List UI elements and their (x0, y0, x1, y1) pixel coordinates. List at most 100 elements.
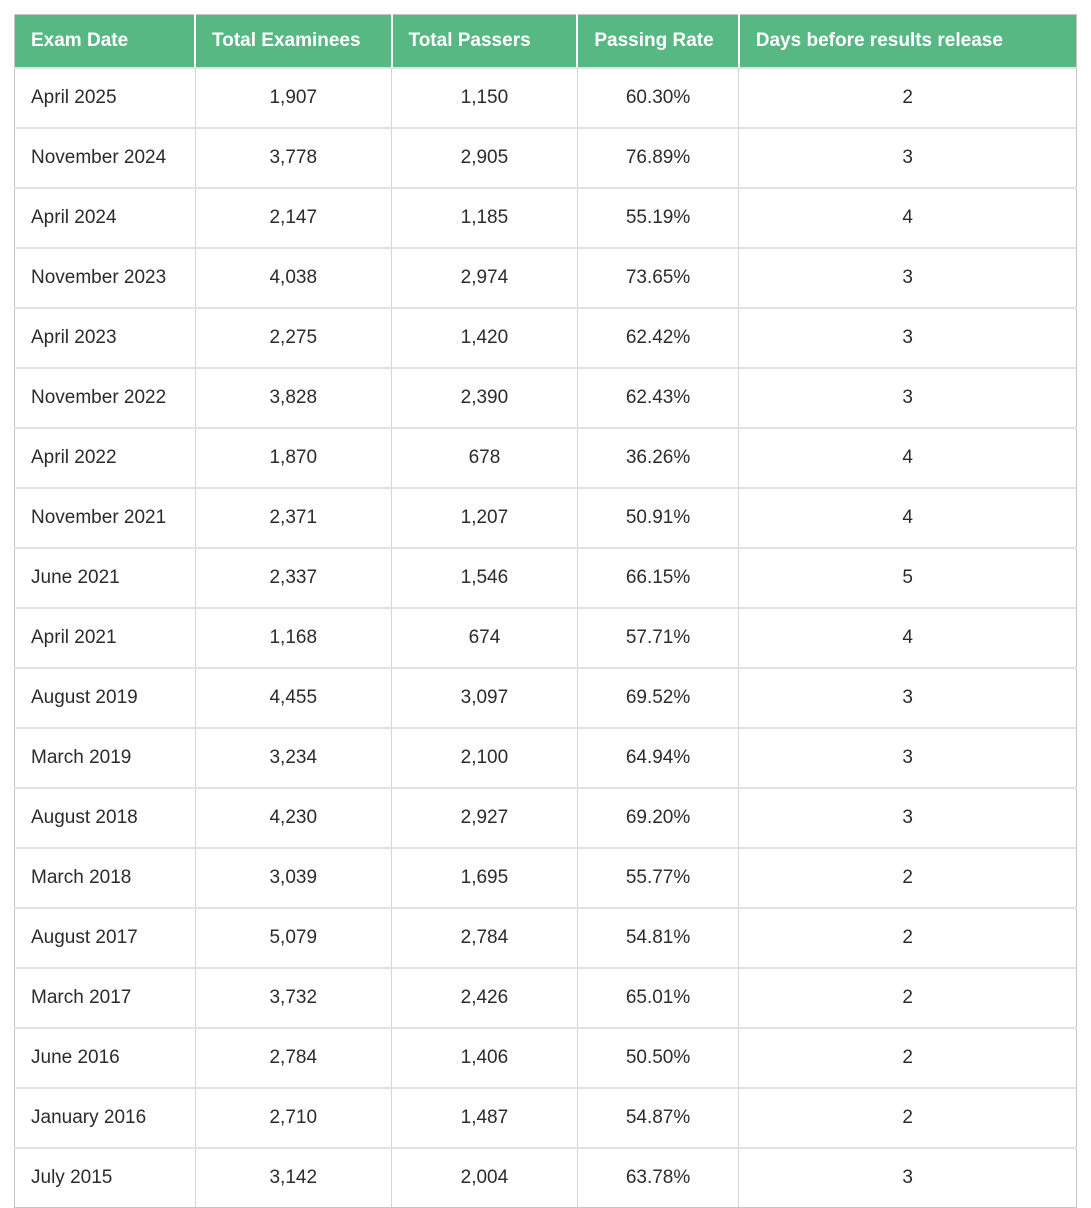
cell-days-before-results-release: 3 (738, 128, 1077, 189)
cell-days-before-results-release: 3 (738, 788, 1077, 849)
cell-exam-date: June 2016 (14, 1028, 196, 1089)
cell-days-before-results-release: 3 (738, 668, 1077, 729)
cell-passing-rate: 55.19% (576, 188, 739, 249)
cell-total-passers: 2,004 (391, 1148, 578, 1208)
table-row: March 2019 3,234 2,100 64.94% 3 (14, 728, 1077, 789)
cell-passing-rate: 62.42% (576, 308, 739, 369)
cell-total-passers: 3,097 (391, 668, 578, 729)
cell-passing-rate: 36.26% (576, 428, 739, 489)
cell-passing-rate: 69.20% (576, 788, 739, 849)
cell-exam-date: August 2018 (14, 788, 196, 849)
cell-passing-rate: 54.81% (576, 908, 739, 969)
cell-total-passers: 2,390 (391, 368, 578, 429)
table-row: November 2022 3,828 2,390 62.43% 3 (14, 368, 1077, 429)
cell-total-examinees: 3,234 (194, 728, 392, 789)
cell-exam-date: April 2023 (14, 308, 196, 369)
table-row: April 2023 2,275 1,420 62.42% 3 (14, 308, 1077, 369)
cell-exam-date: March 2017 (14, 968, 196, 1029)
cell-days-before-results-release: 2 (738, 1088, 1077, 1149)
column-header-passing-rate: Passing Rate (576, 14, 739, 69)
cell-passing-rate: 60.30% (576, 68, 739, 129)
table-body: April 2025 1,907 1,150 60.30% 2 November 2024… (14, 68, 1077, 1208)
cell-days-before-results-release: 3 (738, 368, 1077, 429)
cell-days-before-results-release: 3 (738, 308, 1077, 369)
cell-exam-date: March 2018 (14, 848, 196, 909)
table-row: August 2019 4,455 3,097 69.52% 3 (14, 668, 1077, 729)
cell-passing-rate: 50.91% (576, 488, 739, 549)
header-row: Exam Date Total Examinees Total Passers Pas… (14, 14, 1077, 69)
cell-days-before-results-release: 3 (738, 1148, 1077, 1208)
cell-total-examinees: 2,337 (194, 548, 392, 609)
cell-total-examinees: 3,142 (194, 1148, 392, 1208)
cell-total-passers: 2,100 (391, 728, 578, 789)
cell-total-passers: 1,406 (391, 1028, 578, 1089)
table-row: July 2015 3,142 2,004 63.78% 3 (14, 1148, 1077, 1208)
table-row: August 2017 5,079 2,784 54.81% 2 (14, 908, 1077, 969)
cell-total-passers: 2,974 (391, 248, 578, 309)
table-row: March 2017 3,732 2,426 65.01% 2 (14, 968, 1077, 1029)
cell-total-passers: 1,487 (391, 1088, 578, 1149)
cell-exam-date: April 2024 (14, 188, 196, 249)
table-row: April 2024 2,147 1,185 55.19% 4 (14, 188, 1077, 249)
column-header-total-passers: Total Passers (390, 14, 578, 69)
cell-total-examinees: 1,870 (194, 428, 392, 489)
cell-exam-date: August 2019 (14, 668, 196, 729)
cell-total-passers: 1,185 (391, 188, 578, 249)
table-row: April 2021 1,168 674 57.71% 4 (14, 608, 1077, 669)
cell-total-examinees: 1,168 (194, 608, 392, 669)
cell-passing-rate: 55.77% (576, 848, 739, 909)
cell-passing-rate: 65.01% (576, 968, 739, 1029)
cell-total-examinees: 2,371 (194, 488, 392, 549)
table-row: June 2016 2,784 1,406 50.50% 2 (14, 1028, 1077, 1089)
table-row: August 2018 4,230 2,927 69.20% 3 (14, 788, 1077, 849)
cell-total-examinees: 2,784 (194, 1028, 392, 1089)
table-row: November 2023 4,038 2,974 73.65% 3 (14, 248, 1077, 309)
table-row: November 2021 2,371 1,207 50.91% 4 (14, 488, 1077, 549)
cell-total-examinees: 3,732 (194, 968, 392, 1029)
cell-days-before-results-release: 4 (738, 188, 1077, 249)
cell-total-passers: 2,927 (391, 788, 578, 849)
cell-total-examinees: 4,230 (194, 788, 392, 849)
cell-total-passers: 674 (391, 608, 578, 669)
cell-days-before-results-release: 2 (738, 68, 1077, 129)
cell-exam-date: November 2024 (14, 128, 196, 189)
column-header-exam-date: Exam Date (14, 14, 196, 69)
cell-total-examinees: 4,038 (194, 248, 392, 309)
cell-exam-date: November 2022 (14, 368, 196, 429)
cell-passing-rate: 57.71% (576, 608, 739, 669)
table-row: March 2018 3,039 1,695 55.77% 2 (14, 848, 1077, 909)
cell-exam-date: November 2023 (14, 248, 196, 309)
cell-exam-date: April 2022 (14, 428, 196, 489)
cell-total-passers: 1,695 (391, 848, 578, 909)
table-row: June 2021 2,337 1,546 66.15% 5 (14, 548, 1077, 609)
cell-total-examinees: 1,907 (194, 68, 392, 129)
cell-days-before-results-release: 3 (738, 728, 1077, 789)
cell-days-before-results-release: 2 (738, 908, 1077, 969)
cell-days-before-results-release: 2 (738, 1028, 1077, 1089)
cell-days-before-results-release: 4 (738, 608, 1077, 669)
cell-total-passers: 2,784 (391, 908, 578, 969)
table-header: Exam Date Total Examinees Total Passers Pas… (14, 14, 1077, 69)
cell-total-examinees: 5,079 (194, 908, 392, 969)
cell-exam-date: June 2021 (14, 548, 196, 609)
table-row: January 2016 2,710 1,487 54.87% 2 (14, 1088, 1077, 1149)
cell-total-passers: 2,905 (391, 128, 578, 189)
cell-total-examinees: 3,039 (194, 848, 392, 909)
table-row: April 2022 1,870 678 36.26% 4 (14, 428, 1077, 489)
cell-exam-date: January 2016 (14, 1088, 196, 1149)
cell-days-before-results-release: 4 (738, 428, 1077, 489)
cell-total-passers: 1,150 (391, 68, 578, 129)
cell-passing-rate: 73.65% (576, 248, 739, 309)
cell-total-examinees: 3,778 (194, 128, 392, 189)
cell-total-examinees: 2,710 (194, 1088, 392, 1149)
cell-exam-date: April 2021 (14, 608, 196, 669)
cell-total-passers: 1,207 (391, 488, 578, 549)
cell-days-before-results-release: 5 (738, 548, 1077, 609)
cell-passing-rate: 69.52% (576, 668, 739, 729)
cell-passing-rate: 50.50% (576, 1028, 739, 1089)
column-header-total-examinees: Total Examinees (194, 14, 392, 69)
table-row: April 2025 1,907 1,150 60.30% 2 (14, 68, 1077, 129)
cell-passing-rate: 66.15% (576, 548, 739, 609)
cell-days-before-results-release: 4 (738, 488, 1077, 549)
